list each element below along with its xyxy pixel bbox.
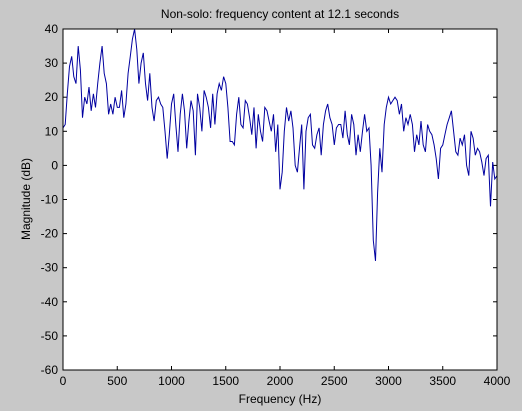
x-tick-label: 1500 (212, 374, 239, 388)
plot-frame (62, 28, 498, 371)
y-tick-label: -60 (41, 363, 59, 377)
x-axis-ticks: 0 500 1000 1500 2000 2500 3000 3500 4000 (60, 29, 511, 388)
x-tick-label: 1000 (158, 374, 185, 388)
y-tick-label: 40 (45, 22, 59, 36)
x-tick-label: 0 (60, 374, 67, 388)
y-axis-ticks: -60 -50 -40 -30 -20 -10 0 10 20 30 40 (41, 22, 497, 377)
x-tick-label: 4000 (484, 374, 511, 388)
y-axis-label: Magnitude (dB) (19, 158, 33, 240)
y-tick-label: 20 (45, 90, 59, 104)
y-tick-label: 10 (45, 124, 59, 138)
y-tick-label: 0 (51, 158, 58, 172)
plot-area (63, 29, 497, 370)
x-tick-label: 2000 (267, 374, 294, 388)
y-tick-label: 30 (45, 56, 59, 70)
chart-title: Non-solo: frequency content at 12.1 seco… (161, 7, 399, 21)
x-tick-label: 500 (107, 374, 127, 388)
y-tick-label: -10 (41, 193, 59, 207)
x-axis-label: Frequency (Hz) (239, 392, 322, 406)
x-tick-label: 3500 (429, 374, 456, 388)
x-tick-label: 3000 (375, 374, 402, 388)
x-tick-label: 2500 (321, 374, 348, 388)
y-tick-label: -30 (41, 261, 59, 275)
series-line (62, 28, 498, 261)
y-tick-label: -50 (41, 329, 59, 343)
y-tick-label: -40 (41, 295, 59, 309)
y-tick-label: -20 (41, 227, 59, 241)
